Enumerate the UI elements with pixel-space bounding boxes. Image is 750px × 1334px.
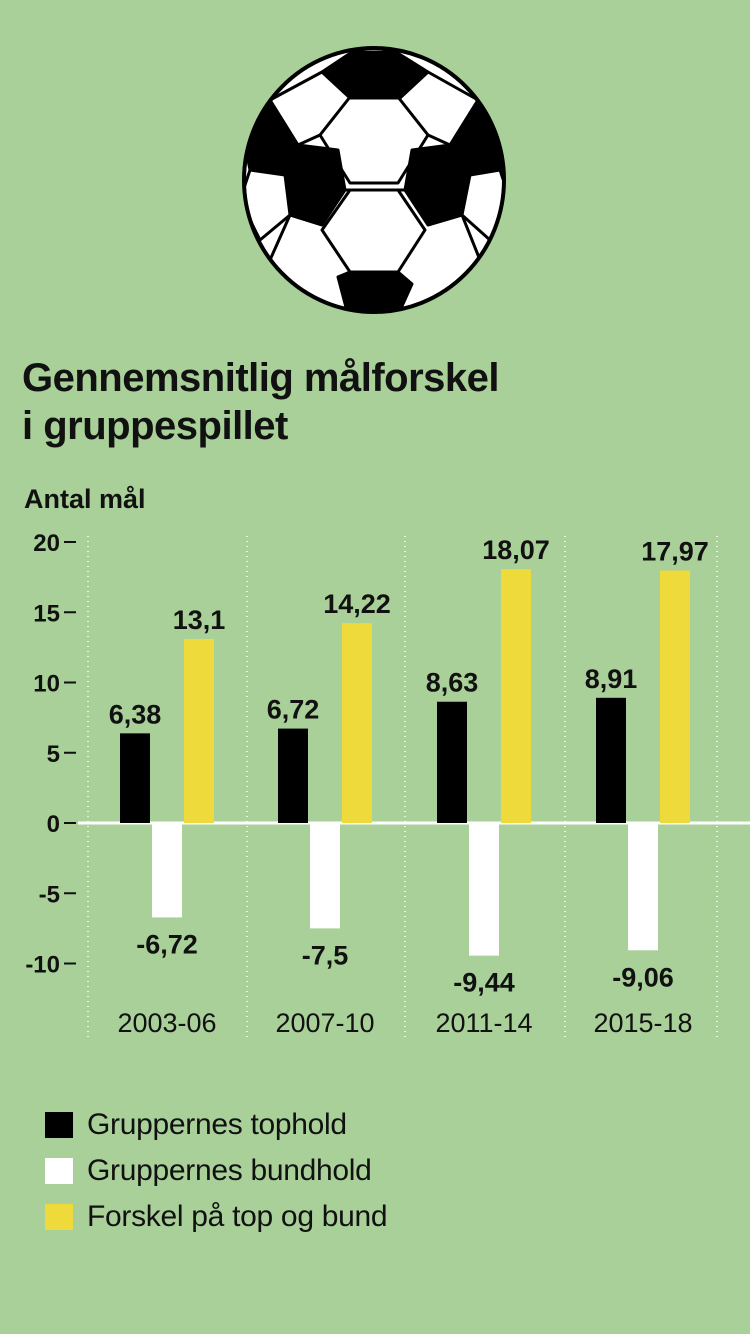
bar-chart: 20 15 10 5 0 -5 -10 6,38 -6,72 13,1 2003-06 6,72 -7… bbox=[25, 530, 750, 1040]
y-tick-label: 20 bbox=[33, 530, 60, 557]
legend-swatch-tophold bbox=[45, 1112, 73, 1138]
data-label: 6,72 bbox=[267, 695, 320, 725]
chart-title-line-2: i gruppespillet bbox=[22, 404, 288, 448]
data-label: -9,06 bbox=[612, 962, 674, 992]
bar-2003-06-1 bbox=[152, 823, 182, 918]
legend-label-forskel: Forskel på top og bund bbox=[87, 1200, 388, 1233]
x-tick-label: 2007-10 bbox=[275, 1008, 374, 1038]
legend-label-tophold: Gruppernes tophold bbox=[87, 1108, 347, 1141]
y-tick-label: -10 bbox=[25, 952, 60, 979]
legend-item-tophold: Gruppernes tophold bbox=[45, 1102, 387, 1148]
bar-2015-18-0 bbox=[596, 697, 626, 823]
data-label: 8,91 bbox=[585, 664, 638, 694]
x-tick-label: 2011-14 bbox=[435, 1008, 532, 1038]
data-label: 8,63 bbox=[426, 668, 479, 698]
data-label: -7,5 bbox=[302, 940, 349, 970]
bar-2003-06-2 bbox=[184, 638, 214, 823]
legend: Gruppernes tophold Gruppernes bundhold F… bbox=[45, 1102, 388, 1240]
y-tick-label: 15 bbox=[33, 600, 60, 627]
x-tick-label: 2003-06 bbox=[117, 1008, 216, 1038]
legend-label-bundhold: Gruppernes bundhold bbox=[87, 1154, 372, 1187]
x-tick-label: 2015-18 bbox=[593, 1008, 692, 1038]
data-label: 17,97 bbox=[641, 537, 709, 567]
soccer-ball-icon bbox=[242, 46, 506, 314]
bar-2015-18-1 bbox=[628, 823, 658, 951]
chart-title: Gennemsnitlig målforskel i gruppespillet bbox=[22, 354, 500, 450]
chart-title-line-1: Gennemsnitlig målforskel bbox=[22, 356, 500, 400]
y-tick-label: 0 bbox=[47, 811, 60, 838]
legend-item-forskel: Forskel på top og bund bbox=[45, 1194, 388, 1240]
legend-swatch-bundhold bbox=[45, 1158, 73, 1184]
data-label: 14,22 bbox=[323, 589, 391, 619]
y-tick-label: -5 bbox=[39, 881, 60, 908]
y-tick-label: 10 bbox=[33, 671, 60, 698]
y-tick-label: 5 bbox=[47, 741, 60, 768]
data-label: -9,44 bbox=[453, 968, 515, 998]
legend-swatch-forskel bbox=[45, 1204, 73, 1230]
legend-item-bundhold: Gruppernes bundhold bbox=[45, 1148, 387, 1194]
y-axis-label: Antal mål bbox=[24, 484, 146, 514]
bar-2015-18-2 bbox=[660, 570, 690, 823]
bar-2007-10-0 bbox=[278, 728, 308, 823]
bar-2007-10-1 bbox=[310, 823, 340, 929]
bar-2011-14-0 bbox=[437, 701, 467, 823]
data-label: 6,38 bbox=[109, 699, 162, 729]
data-label: 18,07 bbox=[482, 535, 550, 565]
bar-2007-10-2 bbox=[342, 623, 372, 823]
data-label: -6,72 bbox=[136, 929, 198, 959]
bar-2003-06-0 bbox=[120, 733, 150, 823]
bar-2011-14-1 bbox=[469, 823, 499, 956]
data-label: 13,1 bbox=[173, 605, 226, 635]
bar-2011-14-2 bbox=[501, 569, 531, 823]
